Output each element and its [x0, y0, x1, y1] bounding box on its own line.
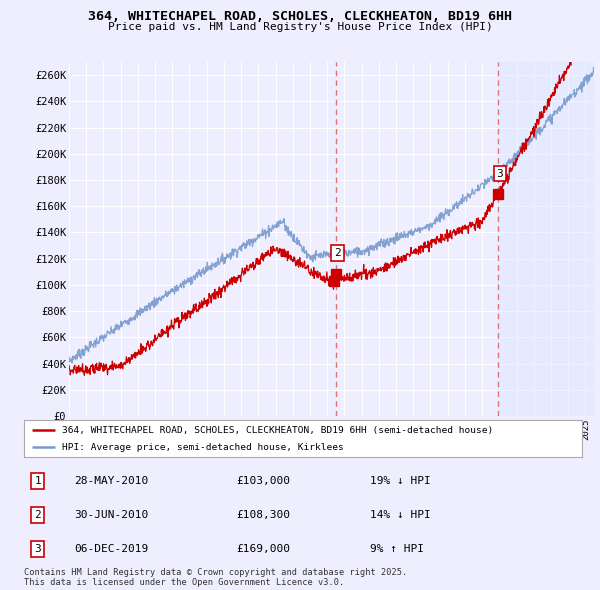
Text: £108,300: £108,300 — [236, 510, 290, 520]
Text: 9% ↑ HPI: 9% ↑ HPI — [370, 544, 424, 554]
Text: 2: 2 — [334, 248, 341, 258]
Text: 3: 3 — [496, 169, 503, 179]
Bar — [498, 62, 594, 416]
Text: Price paid vs. HM Land Registry's House Price Index (HPI): Price paid vs. HM Land Registry's House … — [107, 22, 493, 32]
Text: 364, WHITECHAPEL ROAD, SCHOLES, CLECKHEATON, BD19 6HH: 364, WHITECHAPEL ROAD, SCHOLES, CLECKHEA… — [88, 10, 512, 23]
Text: 3: 3 — [35, 544, 41, 554]
Text: 364, WHITECHAPEL ROAD, SCHOLES, CLECKHEATON, BD19 6HH (semi-detached house): 364, WHITECHAPEL ROAD, SCHOLES, CLECKHEA… — [62, 425, 493, 435]
Text: 30-JUN-2010: 30-JUN-2010 — [74, 510, 148, 520]
Text: 14% ↓ HPI: 14% ↓ HPI — [370, 510, 431, 520]
Text: Contains HM Land Registry data © Crown copyright and database right 2025.
This d: Contains HM Land Registry data © Crown c… — [24, 568, 407, 587]
Text: £103,000: £103,000 — [236, 476, 290, 486]
Text: HPI: Average price, semi-detached house, Kirklees: HPI: Average price, semi-detached house,… — [62, 442, 344, 452]
Text: 06-DEC-2019: 06-DEC-2019 — [74, 544, 148, 554]
Text: £169,000: £169,000 — [236, 544, 290, 554]
Text: 19% ↓ HPI: 19% ↓ HPI — [370, 476, 431, 486]
Text: 1: 1 — [35, 476, 41, 486]
Text: 2: 2 — [35, 510, 41, 520]
Text: 28-MAY-2010: 28-MAY-2010 — [74, 476, 148, 486]
